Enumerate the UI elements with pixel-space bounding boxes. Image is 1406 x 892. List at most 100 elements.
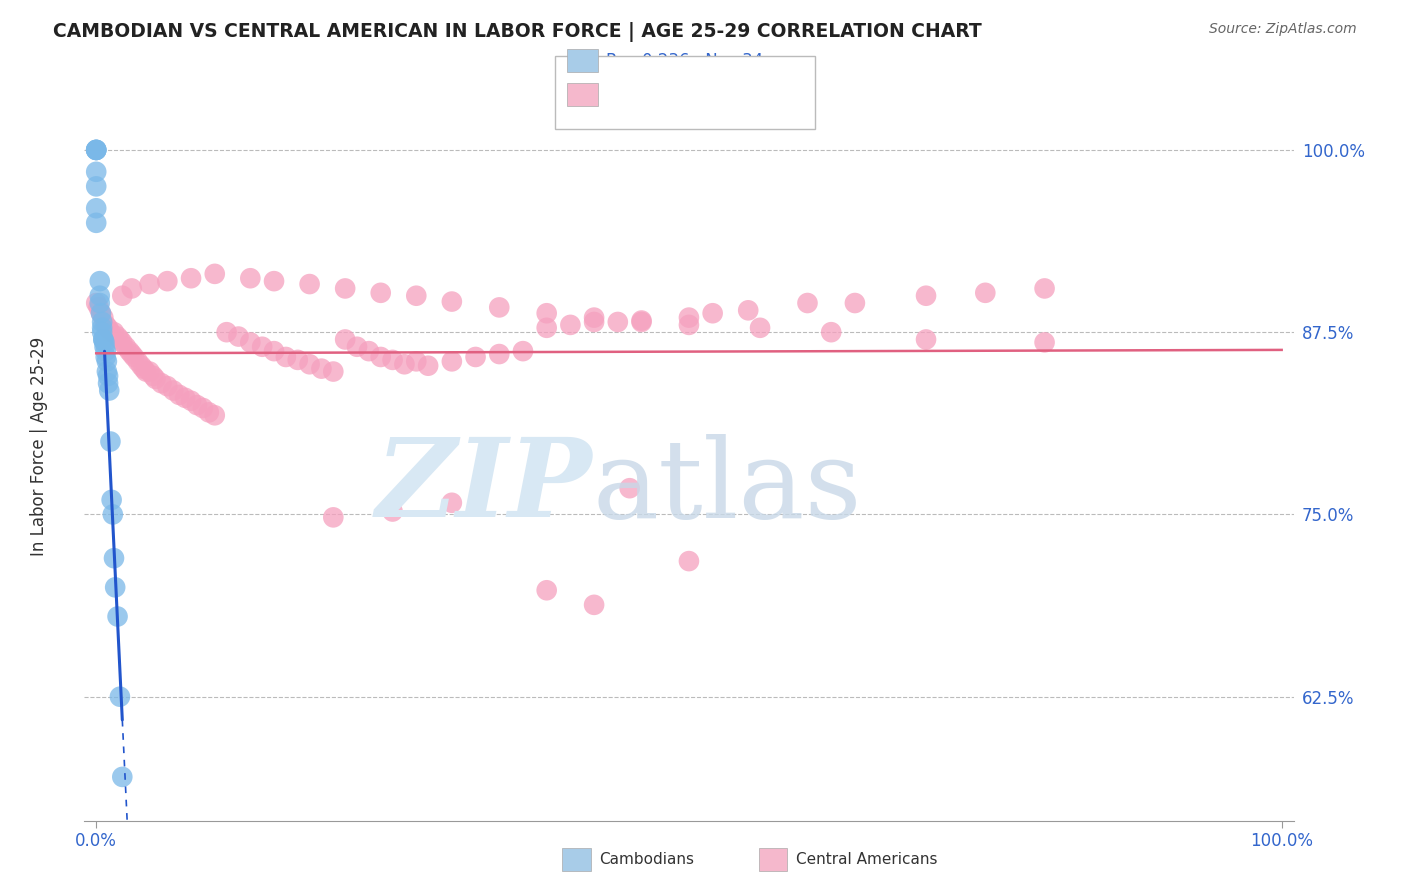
Text: Source: ZipAtlas.com: Source: ZipAtlas.com xyxy=(1209,22,1357,37)
Point xyxy=(162,384,184,398)
Point xyxy=(488,347,510,361)
Point xyxy=(820,325,842,339)
Point xyxy=(127,354,149,368)
Point xyxy=(630,313,652,327)
Point xyxy=(103,551,125,566)
Point xyxy=(619,481,641,495)
Text: ZIP: ZIP xyxy=(375,434,592,541)
Text: In Labor Force | Age 25-29: In Labor Force | Age 25-29 xyxy=(31,336,48,556)
Point xyxy=(678,310,700,325)
Point xyxy=(150,376,173,391)
Point xyxy=(1033,281,1056,295)
Point xyxy=(915,333,938,347)
Point xyxy=(370,350,392,364)
Point xyxy=(191,401,214,415)
Point xyxy=(121,281,143,295)
Point xyxy=(263,274,285,288)
Point xyxy=(103,325,125,339)
Point xyxy=(84,296,107,310)
Point xyxy=(702,306,724,320)
Text: R = 0.332   N = 96: R = 0.332 N = 96 xyxy=(606,86,763,103)
Point xyxy=(97,376,120,391)
Point xyxy=(100,492,122,507)
Point xyxy=(89,274,111,288)
Point xyxy=(287,352,309,367)
Point xyxy=(100,434,122,449)
Point xyxy=(129,359,152,373)
Point xyxy=(298,277,321,291)
Point xyxy=(90,306,112,320)
Point xyxy=(93,335,115,350)
Text: Cambodians: Cambodians xyxy=(599,853,695,867)
Point xyxy=(111,289,134,303)
Text: atlas: atlas xyxy=(592,434,862,541)
Point xyxy=(346,340,368,354)
Point xyxy=(108,333,131,347)
Point xyxy=(215,325,238,339)
Point xyxy=(138,365,160,379)
Point xyxy=(381,352,404,367)
Point xyxy=(93,340,115,354)
Point xyxy=(91,315,114,329)
Point xyxy=(186,398,208,412)
Point xyxy=(98,384,121,398)
Point xyxy=(536,583,558,598)
Point xyxy=(94,350,117,364)
Point xyxy=(87,301,110,315)
Point xyxy=(239,271,262,285)
Point xyxy=(440,496,463,510)
Point xyxy=(394,357,416,371)
Point xyxy=(250,340,273,354)
Point xyxy=(418,359,440,373)
Point xyxy=(104,580,127,594)
Point xyxy=(115,340,138,354)
Point xyxy=(749,320,772,334)
Point xyxy=(167,388,190,402)
Point xyxy=(737,303,759,318)
Point xyxy=(142,368,165,383)
Point xyxy=(89,296,111,310)
Point xyxy=(311,361,333,376)
Point xyxy=(132,361,155,376)
Point xyxy=(111,770,134,784)
Point xyxy=(156,274,179,288)
Point xyxy=(91,310,114,325)
Point xyxy=(138,277,160,291)
Point xyxy=(381,504,404,518)
Point xyxy=(94,318,117,332)
Point xyxy=(107,329,129,343)
Point xyxy=(583,598,606,612)
Point xyxy=(156,379,179,393)
Point xyxy=(536,320,558,334)
Point xyxy=(84,179,107,194)
Point xyxy=(583,315,606,329)
Point xyxy=(145,372,167,386)
Point xyxy=(84,143,107,157)
Point xyxy=(512,344,534,359)
Point xyxy=(84,143,107,157)
Point xyxy=(796,296,818,310)
Point xyxy=(678,554,700,568)
Point xyxy=(111,335,134,350)
Point xyxy=(121,347,143,361)
Point xyxy=(274,350,297,364)
Point xyxy=(560,318,582,332)
Point xyxy=(322,510,344,524)
Point xyxy=(91,333,114,347)
Point xyxy=(204,409,226,423)
Point xyxy=(357,344,380,359)
Point xyxy=(974,285,997,300)
Point xyxy=(405,289,427,303)
Point xyxy=(263,344,285,359)
Point xyxy=(1033,335,1056,350)
Point xyxy=(333,333,356,347)
Point xyxy=(96,365,118,379)
Point xyxy=(440,354,463,368)
Point xyxy=(198,405,221,419)
Point xyxy=(118,344,141,359)
Point xyxy=(464,350,486,364)
Point xyxy=(122,350,145,364)
Point xyxy=(333,281,356,295)
Point xyxy=(84,165,107,179)
Point xyxy=(94,344,117,359)
